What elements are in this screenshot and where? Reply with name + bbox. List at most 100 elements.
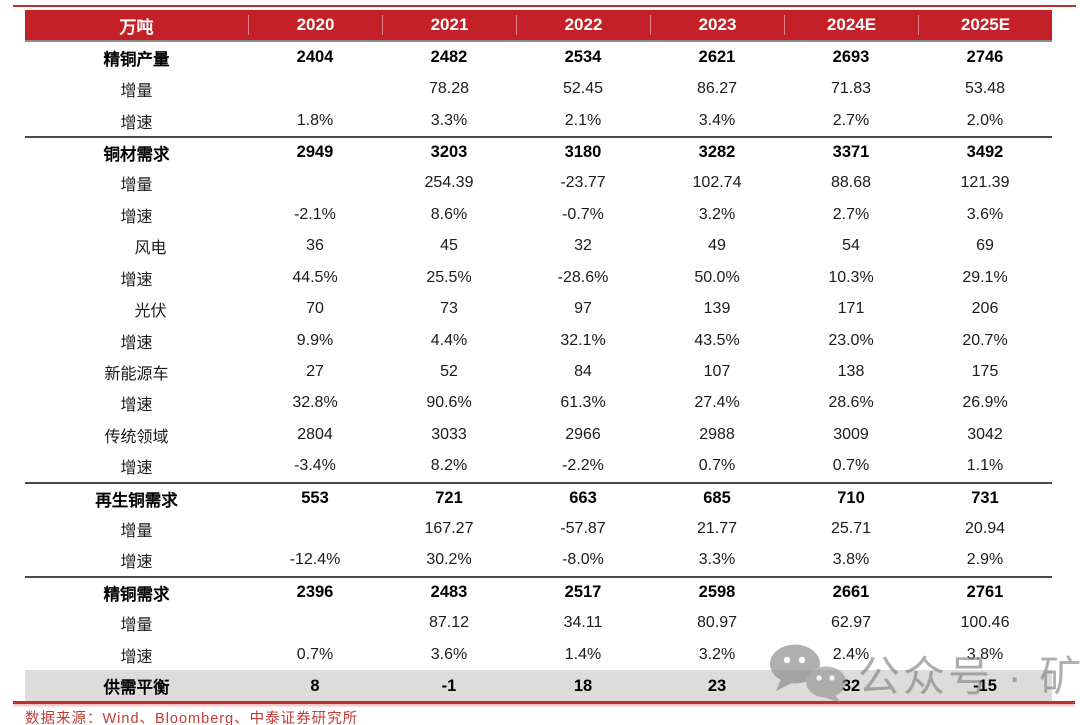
value-cell: 49 (708, 237, 726, 255)
value-cell: 32 (574, 237, 592, 255)
value-cell: 2966 (565, 425, 601, 443)
table-row: 传统领域 2804 3033 2966 2988 3009 3042 (25, 419, 1052, 450)
value-cell: 102.74 (692, 174, 742, 192)
value-cell: 30.2% (426, 551, 472, 569)
row-label: 增速 (120, 648, 153, 666)
value-cell: 0.7% (832, 457, 870, 475)
row-label: 增量 (120, 617, 153, 635)
value-cell: 710 (837, 489, 865, 508)
value-cell: 32.1% (560, 331, 606, 349)
table-row: 增速 -3.4% 8.2% -2.2% 0.7% 0.7% 1.1% (25, 450, 1052, 481)
value-cell: 8 (310, 676, 320, 695)
value-cell: 2746 (966, 48, 1004, 67)
value-cell: 1.8% (296, 111, 334, 129)
row-label: 供需平衡 (103, 679, 170, 698)
table-row: 供需平衡 8 -1 18 23 32 -15 (25, 670, 1052, 702)
value-cell: 9.9% (296, 331, 334, 349)
value-cell: 8.6% (430, 205, 468, 223)
value-cell: 2621 (698, 48, 736, 67)
value-cell: 32 (841, 676, 861, 695)
table-row: 增量 167.27 -57.87 21.77 25.71 20.94 (25, 513, 1052, 544)
data-source-note: 数据来源：Wind、Bloomberg、中泰证券研究所 (25, 711, 359, 725)
table-row: 增速 -2.1% 8.6% -0.7% 3.2% 2.7% 3.6% (25, 199, 1052, 230)
value-cell: 88.68 (830, 174, 872, 192)
table-row: 增速 44.5% 25.5% -28.6% 50.0% 10.3% 29.1% (25, 262, 1052, 293)
value-cell: 52.45 (562, 80, 604, 98)
value-cell: 70 (306, 300, 324, 318)
value-cell: 3.8% (832, 551, 870, 569)
value-cell: 2693 (832, 48, 870, 67)
row-label: 增速 (120, 554, 153, 572)
row-label: 新能源车 (104, 365, 169, 383)
value-cell: 21.77 (696, 520, 738, 538)
value-cell: 721 (435, 489, 463, 508)
value-cell: 2517 (564, 583, 602, 602)
value-cell: 0.7% (698, 457, 736, 475)
value-cell: -0.7% (562, 205, 604, 223)
value-cell: 3.8% (966, 645, 1004, 663)
value-cell: 8.2% (430, 457, 468, 475)
value-cell: 23 (707, 676, 727, 695)
value-cell: 97 (574, 300, 592, 318)
value-cell: 206 (971, 300, 999, 318)
table-row: 增量 87.12 34.11 80.97 62.97 100.46 (25, 608, 1052, 639)
row-label: 增速 (120, 460, 153, 478)
value-cell: 25.71 (830, 520, 872, 538)
value-cell: 2804 (297, 425, 333, 443)
value-cell: -8.0% (562, 551, 604, 569)
value-cell: 53.48 (964, 80, 1006, 98)
value-cell: 43.5% (694, 331, 740, 349)
value-cell: 2949 (296, 143, 334, 162)
value-cell: 3042 (967, 425, 1003, 443)
value-cell: 139 (703, 300, 731, 318)
unit-header-cell: 万吨 (119, 17, 154, 37)
value-cell: 36 (306, 237, 324, 255)
row-label: 再生铜需求 (95, 491, 178, 510)
value-cell: 52 (440, 362, 458, 380)
value-cell: 3203 (430, 143, 468, 162)
value-cell: 167.27 (424, 520, 474, 538)
table-row: 增速 0.7% 3.6% 1.4% 3.2% 2.4% 3.8% (25, 639, 1052, 670)
value-cell: 27 (306, 362, 324, 380)
year-header-cell: 2021 (382, 15, 516, 35)
table-row: 增量 254.39 -23.77 102.74 88.68 121.39 (25, 168, 1052, 199)
bottom-border-line (13, 701, 1075, 704)
table-row: 铜材需求 2949 3203 3180 3282 3371 3492 (25, 136, 1052, 167)
value-cell: -2.2% (562, 457, 604, 475)
value-cell: 2534 (564, 48, 602, 67)
value-cell: 23.0% (828, 331, 874, 349)
table-row: 新能源车 27 52 84 107 138 175 (25, 356, 1052, 387)
value-cell: 2482 (430, 48, 468, 67)
value-cell: -12.4% (289, 551, 341, 569)
value-cell: 3371 (832, 143, 870, 162)
table-row: 光伏 70 73 97 139 171 206 (25, 293, 1052, 324)
year-header-cell: 2024E (784, 15, 918, 35)
row-label: 增速 (120, 334, 153, 352)
value-cell: 2598 (698, 583, 736, 602)
value-cell: 2988 (699, 425, 735, 443)
value-cell: 2661 (832, 583, 870, 602)
row-label: 铜材需求 (103, 145, 170, 164)
value-cell: 87.12 (428, 614, 470, 632)
row-label: 传统领域 (104, 428, 169, 446)
top-border-line (13, 5, 1076, 7)
row-label: 光伏 (134, 303, 167, 321)
row-label: 增速 (120, 114, 153, 132)
value-cell: 138 (837, 362, 865, 380)
value-cell: 3492 (966, 143, 1004, 162)
year-header-cell: 2020 (248, 15, 382, 35)
value-cell: 685 (703, 489, 731, 508)
value-cell: 2396 (296, 583, 334, 602)
year-header-cell: 2022 (516, 15, 650, 35)
value-cell: 2.1% (564, 111, 602, 129)
row-label: 增量 (120, 177, 153, 195)
value-cell: 3180 (564, 143, 602, 162)
value-cell: 73 (440, 300, 458, 318)
value-cell: 107 (703, 362, 731, 380)
value-cell: 3.3% (430, 111, 468, 129)
value-cell: 86.27 (696, 80, 738, 98)
table-row: 精铜需求 2396 2483 2517 2598 2661 2761 (25, 576, 1052, 607)
value-cell: 80.97 (696, 614, 738, 632)
row-label: 精铜产量 (103, 50, 170, 69)
value-cell: 2.7% (832, 205, 870, 223)
